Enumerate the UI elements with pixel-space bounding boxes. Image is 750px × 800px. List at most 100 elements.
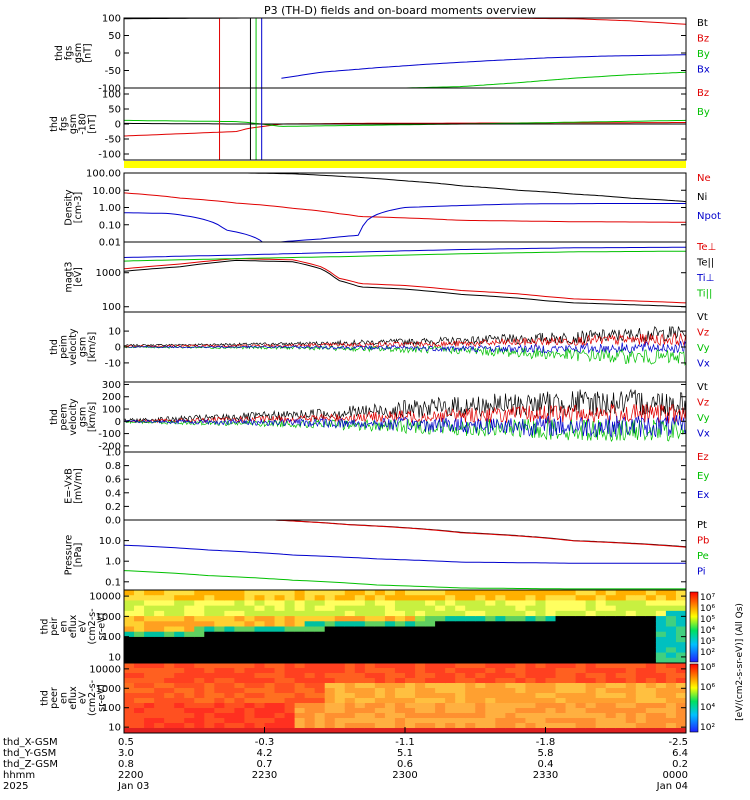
panel-peir-spectrogram: 10000100010010thdpeirenefluxeV(cm2-s-sr-… — [40, 589, 687, 664]
heatmap-cell — [645, 668, 657, 674]
heatmap-cell — [224, 673, 235, 679]
heatmap-cell — [475, 595, 486, 602]
heatmap-cell — [364, 723, 376, 729]
heatmap-cell — [525, 688, 537, 694]
y-label-line: peim — [59, 335, 70, 359]
heatmap-cell — [415, 723, 426, 729]
heatmap-cell — [214, 673, 225, 679]
heatmap-cell — [465, 678, 476, 684]
heatmap-cell — [425, 723, 436, 729]
heatmap-cell — [294, 688, 306, 694]
heatmap-cell — [615, 600, 627, 607]
heatmap-cell — [344, 652, 356, 659]
heatmap-cell — [525, 616, 537, 622]
heatmap-cell — [665, 642, 677, 648]
heatmap-cell — [605, 600, 617, 607]
heatmap-cell — [465, 668, 476, 674]
heatmap-cell — [154, 688, 165, 694]
heatmap-cell — [364, 595, 376, 602]
heatmap-cell — [244, 693, 256, 699]
heatmap-cell — [575, 616, 587, 622]
heatmap-cell — [364, 693, 376, 699]
legend-ey: Ey — [697, 471, 709, 482]
heatmap-cell — [655, 621, 667, 628]
heatmap-cell — [354, 621, 366, 628]
heatmap-cell — [565, 713, 577, 719]
panel-frame — [123, 519, 687, 591]
heatmap-cell — [435, 642, 446, 648]
series-ne-line — [124, 192, 686, 223]
heatmap-cell — [625, 590, 637, 596]
heatmap-cell — [264, 668, 276, 674]
heatmap-cell — [304, 652, 316, 659]
y-label-line: thd — [49, 339, 60, 355]
heatmap-cell — [445, 616, 456, 622]
heatmap-cell — [204, 652, 215, 659]
heatmap-cell — [425, 631, 436, 638]
heatmap-cell — [575, 642, 587, 648]
heatmap-cell — [615, 647, 627, 654]
heatmap-cell — [415, 713, 426, 719]
heatmap-cell — [565, 723, 577, 729]
heatmap-cell — [244, 678, 256, 684]
heatmap-cell — [394, 605, 406, 612]
y-label-line: thd — [54, 45, 65, 61]
heatmap-cell — [214, 713, 225, 719]
heatmap-cell — [314, 718, 326, 724]
heatmap-cell — [565, 642, 577, 648]
heatmap-cell — [405, 647, 416, 654]
heatmap-cell — [475, 605, 486, 612]
heatmap-cell — [244, 610, 256, 617]
y-label-line: (cm2-s- — [87, 608, 98, 644]
heatmap-cell — [545, 652, 557, 659]
heatmap-cell — [194, 657, 205, 663]
heatmap-cell — [625, 713, 637, 719]
heatmap-cell — [184, 703, 195, 709]
heatmap-cell — [675, 663, 686, 669]
heatmap-cell — [284, 605, 296, 612]
heatmap-cell — [415, 708, 426, 714]
y-label-line: thd — [49, 116, 60, 132]
y-tick-label: 1000 — [96, 684, 121, 695]
y-label-line: [km/s] — [87, 402, 98, 432]
heatmap-cell — [655, 698, 667, 704]
heatmap-cell — [495, 631, 506, 638]
heatmap-cell — [525, 636, 537, 643]
heatmap-cell — [374, 663, 386, 669]
heatmap-cell — [585, 642, 597, 648]
heatmap-cell — [515, 723, 527, 729]
heatmap-cell — [354, 673, 366, 679]
y-label-line: thd — [40, 690, 51, 706]
heatmap-cell — [124, 631, 135, 638]
heatmap-cell — [384, 626, 396, 633]
heatmap-cell — [334, 652, 346, 659]
heatmap-cell — [415, 688, 426, 694]
x-row-value: Jan 03 — [117, 781, 149, 792]
heatmap-cell — [465, 600, 476, 607]
heatmap-cell — [555, 688, 567, 694]
heatmap-cell — [475, 626, 486, 633]
heatmap-cell — [635, 631, 647, 638]
heatmap-cell — [545, 688, 557, 694]
heatmap-cell — [455, 652, 466, 659]
heatmap-cell — [645, 723, 657, 729]
heatmap-cell — [174, 668, 185, 674]
heatmap-cell — [264, 728, 276, 733]
heatmap-cell — [595, 673, 607, 679]
heatmap-cell — [675, 678, 686, 684]
heatmap-cell — [565, 605, 577, 612]
heatmap-cell — [154, 713, 165, 719]
heatmap-cell — [605, 647, 617, 654]
heatmap-cell — [485, 636, 496, 643]
heatmap-cell — [435, 652, 446, 659]
heatmap-cell — [144, 683, 155, 689]
heatmap-cell — [535, 718, 547, 724]
heatmap-cell — [224, 698, 235, 704]
series-ti||-line — [124, 250, 686, 262]
heatmap-cell — [264, 657, 276, 663]
heatmap-cell — [154, 595, 165, 602]
heatmap-cell — [605, 636, 617, 643]
heatmap-cell — [425, 698, 436, 704]
heatmap-cell — [495, 698, 506, 704]
y-label-line: thd — [49, 409, 60, 425]
